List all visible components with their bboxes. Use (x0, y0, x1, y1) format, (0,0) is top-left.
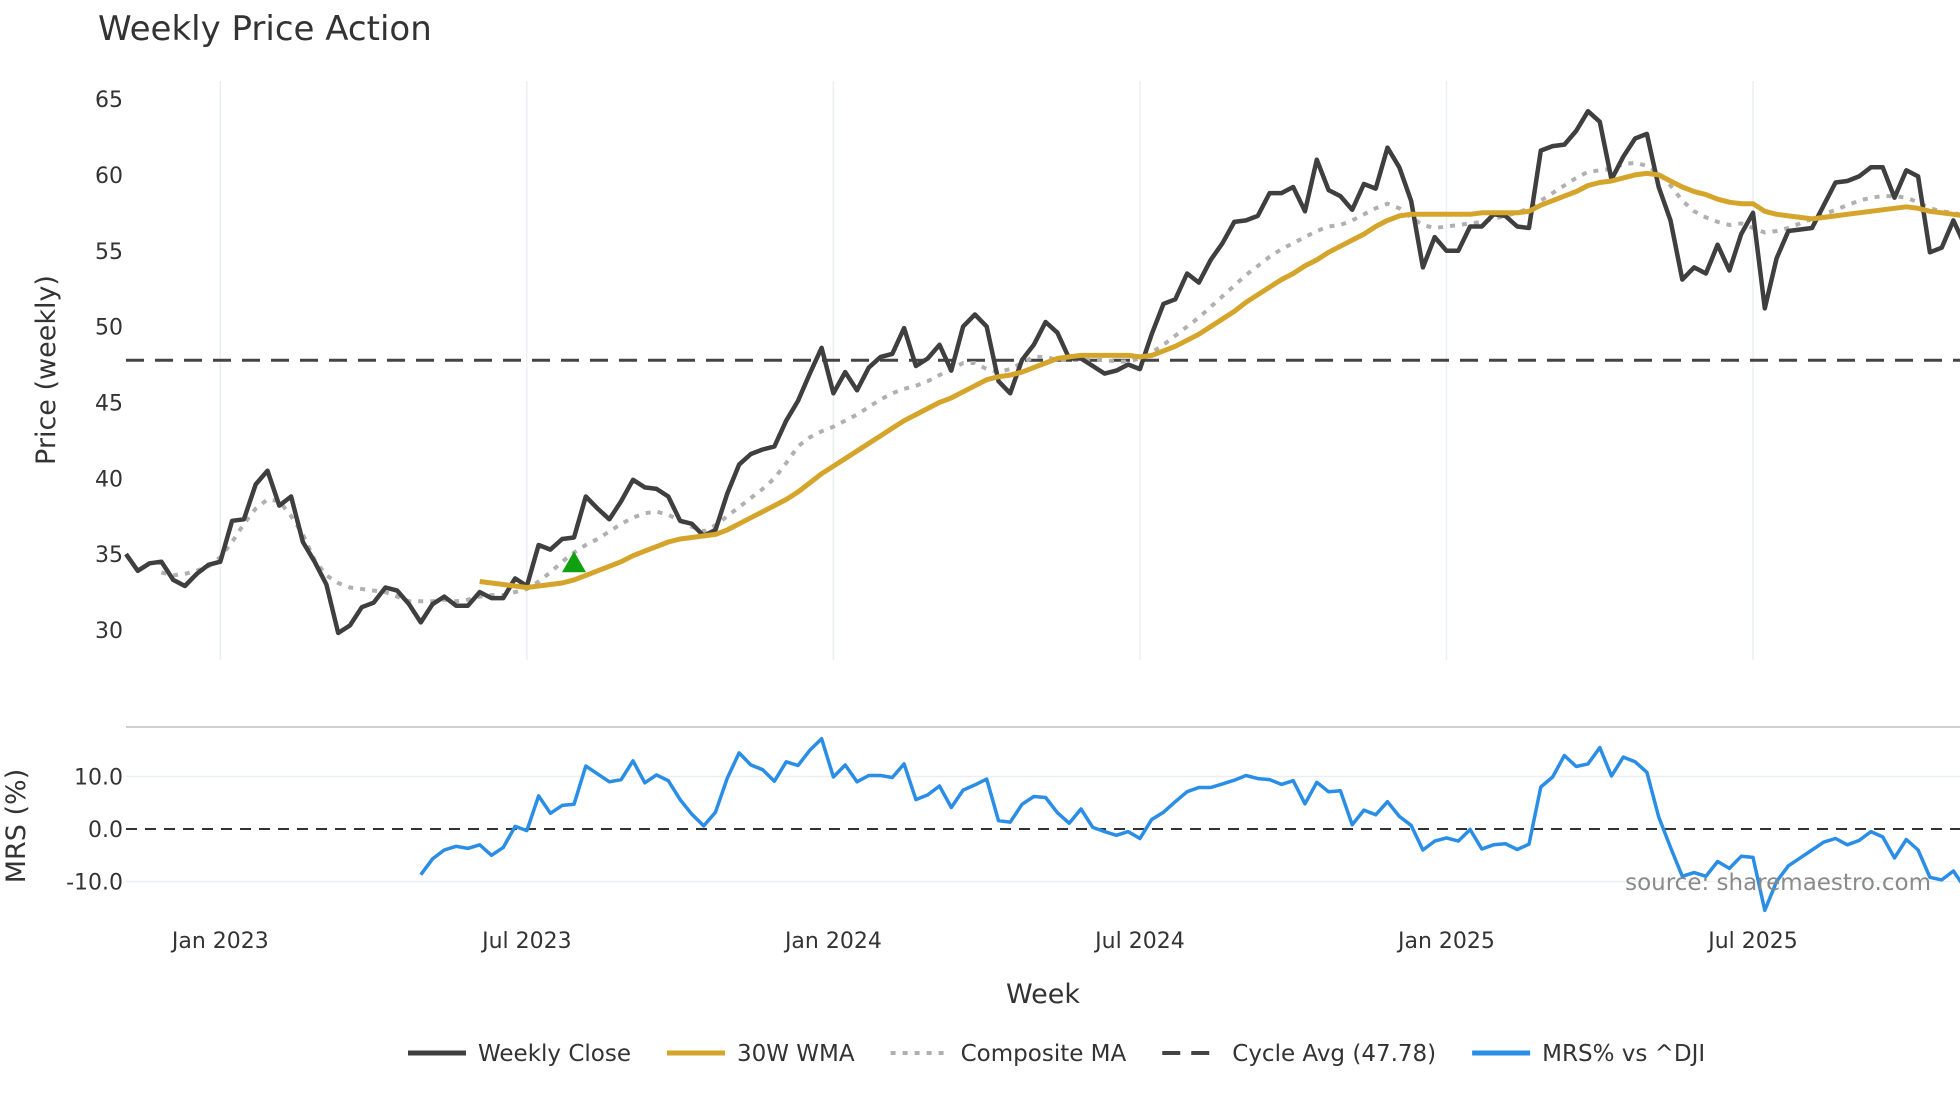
source-note: source: sharemaestro.com (1625, 870, 1931, 896)
legend-item-label: MRS% vs ^DJI (1542, 1041, 1705, 1067)
legend-item-label: 30W WMA (737, 1041, 855, 1067)
price-y-axis-label: Price (weekly) (31, 275, 62, 465)
buy-signal-triangle-marker (562, 551, 587, 573)
mrs-y-axis-label: MRS (%) (1, 769, 32, 884)
chart-title: Weekly Price Action (98, 9, 432, 49)
x-axis-label: Week (1006, 979, 1080, 1010)
legend-item-label: Weekly Close (478, 1041, 631, 1067)
x-ticks: Jan 2023 Jul 2023 Jan 2024 Jul 2024 Jan 2025… (170, 929, 1798, 954)
mrs-y-ticks: 10.0 0.0 -10.0 (66, 766, 123, 896)
x-tick-label: Jan 2024 (783, 929, 882, 954)
price-y-tick-label: 55 (95, 240, 123, 265)
composite-ma-line (160, 160, 1960, 604)
x-tick-label: Jul 2023 (480, 929, 572, 954)
x-tick-label: Jan 2025 (1396, 929, 1495, 954)
legend-item-label: Composite MA (961, 1041, 1127, 1067)
series-layer (124, 108, 1960, 913)
price-y-ticks: 30 35 40 45 50 55 60 65 (95, 88, 123, 644)
price-y-tick-label: 45 (95, 391, 123, 416)
mrs-line (419, 736, 1960, 913)
price-y-tick-label: 65 (95, 88, 123, 113)
legend: Weekly Close 30W WMA Composite MA Cycle Avg… (408, 1041, 1705, 1067)
x-tick-label: Jan 2023 (170, 929, 269, 954)
price-y-tick-label: 30 (95, 619, 123, 644)
mrs-y-tick-label: -10.0 (66, 871, 123, 896)
price-y-tick-label: 60 (95, 164, 123, 189)
x-tick-label: Jul 2025 (1706, 929, 1798, 954)
price-y-tick-label: 50 (95, 316, 123, 341)
mrs-gridlines (126, 775, 1960, 883)
mrs-y-tick-label: 10.0 (74, 766, 123, 791)
mrs-y-tick-label: 0.0 (88, 818, 123, 843)
wma-30w-line (479, 170, 1960, 590)
legend-item-label: Cycle Avg (47.78) (1232, 1041, 1436, 1067)
weekly-close-line (124, 108, 1960, 636)
price-gridlines (219, 81, 1754, 660)
price-y-tick-label: 35 (95, 543, 123, 568)
price-y-tick-label: 40 (95, 467, 123, 492)
x-tick-label: Jul 2024 (1093, 929, 1185, 954)
